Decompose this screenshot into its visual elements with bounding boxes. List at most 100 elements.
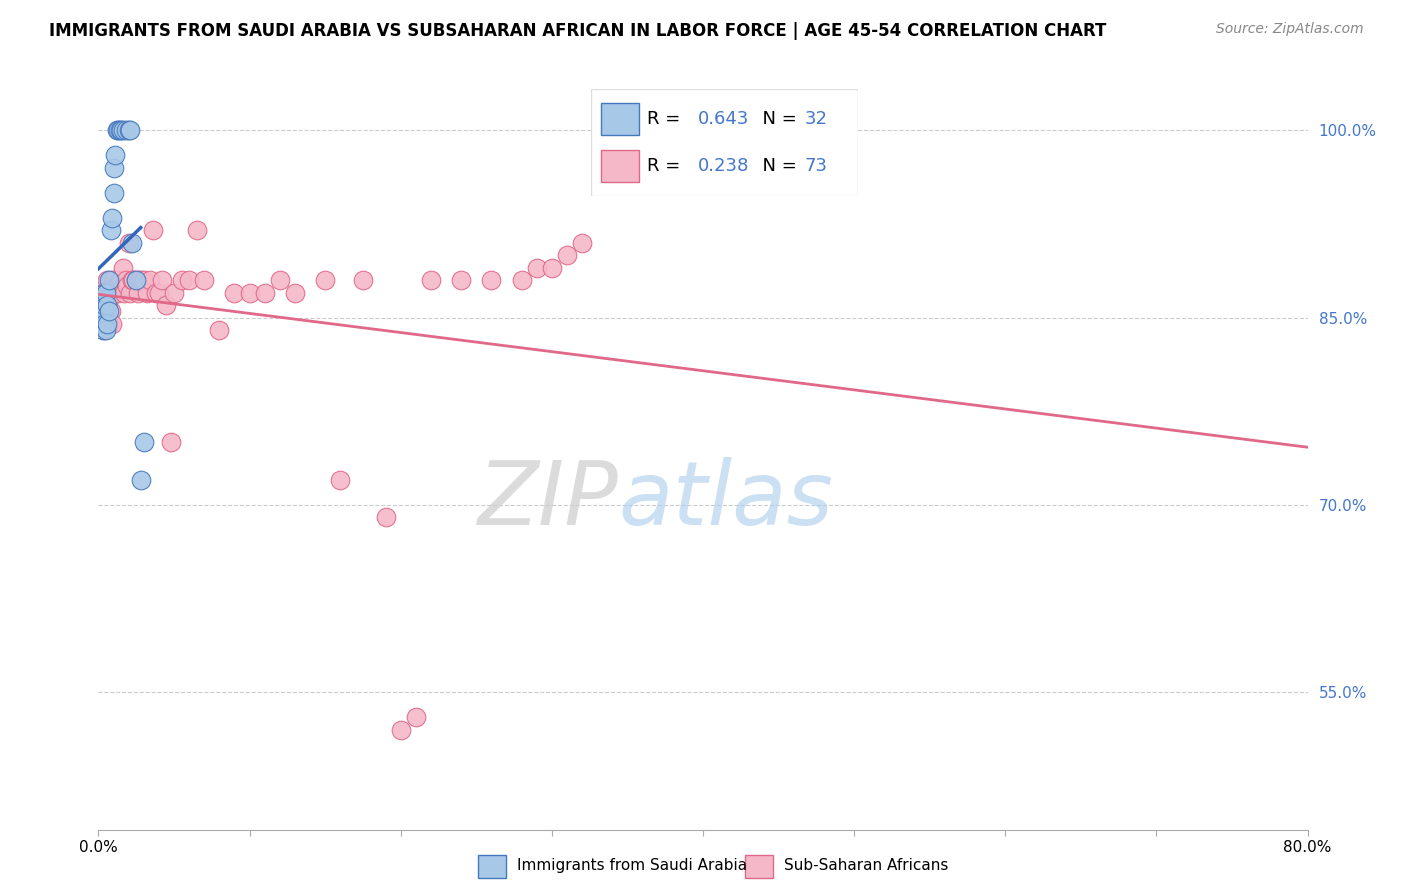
Point xyxy=(352,273,374,287)
Point xyxy=(132,273,155,287)
Point xyxy=(93,317,115,331)
Point xyxy=(120,123,142,137)
Point xyxy=(127,285,149,300)
Point xyxy=(208,323,231,337)
Point xyxy=(239,285,262,300)
Point xyxy=(450,273,472,287)
Point xyxy=(103,186,125,200)
Point xyxy=(110,123,132,137)
Point xyxy=(132,435,155,450)
Point xyxy=(103,273,125,287)
Point xyxy=(91,285,114,300)
Point xyxy=(110,273,132,287)
Point xyxy=(420,273,443,287)
Point xyxy=(100,304,122,318)
Point xyxy=(284,285,307,300)
Point xyxy=(98,292,121,306)
Point xyxy=(89,317,111,331)
Text: N =: N = xyxy=(751,157,803,175)
Point xyxy=(170,273,193,287)
Point xyxy=(114,123,136,137)
Point xyxy=(540,260,562,275)
Point xyxy=(314,273,336,287)
Point xyxy=(107,285,129,300)
Point xyxy=(98,317,121,331)
Point xyxy=(105,123,128,137)
Text: Source: ZipAtlas.com: Source: ZipAtlas.com xyxy=(1216,22,1364,37)
Point xyxy=(96,298,118,312)
Point xyxy=(96,273,118,287)
Point xyxy=(104,285,127,300)
Text: R =: R = xyxy=(647,111,686,128)
Point xyxy=(120,285,142,300)
Point xyxy=(111,123,134,137)
Point xyxy=(98,304,121,318)
Point xyxy=(98,273,121,287)
Point xyxy=(101,211,124,225)
Text: Sub-Saharan Africans: Sub-Saharan Africans xyxy=(785,858,948,872)
Point xyxy=(93,298,115,312)
Bar xyxy=(602,103,638,136)
Point xyxy=(108,273,131,287)
Point xyxy=(253,285,276,300)
Text: IMMIGRANTS FROM SAUDI ARABIA VS SUBSAHARAN AFRICAN IN LABOR FORCE | AGE 45-54 CO: IMMIGRANTS FROM SAUDI ARABIA VS SUBSAHAR… xyxy=(49,22,1107,40)
Text: 73: 73 xyxy=(804,157,827,175)
Point xyxy=(100,223,122,237)
Point xyxy=(125,273,148,287)
Point xyxy=(526,260,548,275)
Point xyxy=(104,279,127,293)
Point xyxy=(111,260,134,275)
Point xyxy=(163,285,186,300)
Point xyxy=(150,273,173,287)
Point xyxy=(224,285,246,300)
Point xyxy=(329,473,352,487)
Point xyxy=(111,279,134,293)
Point xyxy=(142,223,165,237)
Text: 32: 32 xyxy=(804,111,827,128)
Bar xyxy=(745,855,773,878)
Point xyxy=(148,285,170,300)
Point xyxy=(101,279,124,293)
Text: 0.643: 0.643 xyxy=(697,111,749,128)
Point xyxy=(103,285,125,300)
Point xyxy=(145,285,167,300)
Point xyxy=(104,148,127,162)
Point xyxy=(90,304,112,318)
Point xyxy=(135,285,157,300)
Point xyxy=(90,298,112,312)
Bar xyxy=(602,150,638,182)
Point xyxy=(179,273,201,287)
Point xyxy=(94,298,117,312)
Text: 0.238: 0.238 xyxy=(697,157,749,175)
Text: Immigrants from Saudi Arabia: Immigrants from Saudi Arabia xyxy=(517,858,747,872)
Point xyxy=(90,304,112,318)
Point xyxy=(94,317,117,331)
Point xyxy=(374,510,396,524)
Point xyxy=(139,273,162,287)
Point xyxy=(107,279,129,293)
Point xyxy=(405,710,427,724)
Point xyxy=(186,223,208,237)
Text: ZIP: ZIP xyxy=(478,457,619,543)
Point xyxy=(193,273,215,287)
Bar xyxy=(478,855,506,878)
Point xyxy=(108,123,131,137)
Point xyxy=(91,304,114,318)
Point xyxy=(93,298,115,312)
Point xyxy=(94,285,117,300)
Point xyxy=(269,273,291,287)
Point xyxy=(555,248,578,262)
Point xyxy=(122,273,145,287)
Point xyxy=(118,123,141,137)
Point xyxy=(91,292,114,306)
Text: R =: R = xyxy=(647,157,686,175)
Point xyxy=(155,298,177,312)
Point xyxy=(89,317,111,331)
Point xyxy=(389,723,412,737)
Point xyxy=(96,304,118,318)
Point xyxy=(481,273,503,287)
Text: N =: N = xyxy=(751,111,803,128)
Point xyxy=(121,235,143,250)
Point xyxy=(91,323,114,337)
Point xyxy=(160,435,183,450)
